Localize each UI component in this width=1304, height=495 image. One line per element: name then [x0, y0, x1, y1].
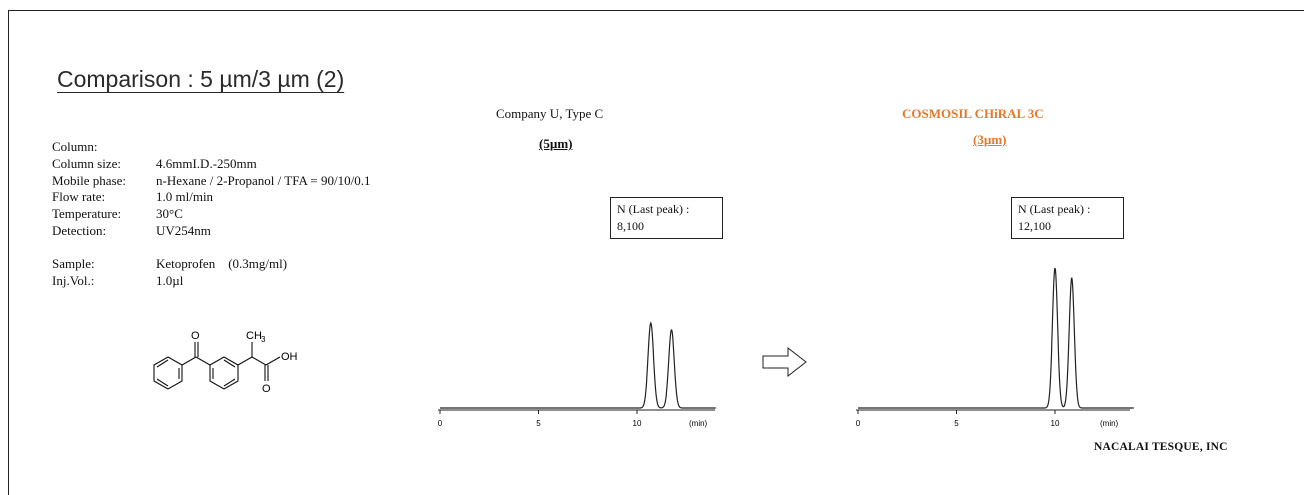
- condition-value: UV254nm: [156, 222, 211, 238]
- company-footer: NACALAI TESQUE, INC: [1094, 441, 1228, 453]
- condition-row-inj-vol: Inj.Vol.: 1.0µl: [52, 273, 370, 290]
- condition-label: Detection:: [52, 222, 107, 238]
- condition-label: Inj.Vol.:: [52, 272, 95, 288]
- x-axis-unit: (min): [689, 419, 708, 428]
- condition-row-flow-rate: Flow rate: 1.0 ml/min: [52, 189, 370, 206]
- left-chromatogram: 0 5 10 (min): [438, 321, 716, 428]
- condition-value: 1.0µl: [156, 272, 184, 288]
- atom-label: OH: [281, 351, 298, 363]
- chromatogram-trace: [440, 321, 716, 409]
- atom-label: 3: [261, 335, 266, 344]
- x-tick-label: 5: [954, 419, 959, 428]
- condition-row-sample: Sample: Ketoprofen (0.3mg/ml): [52, 256, 370, 273]
- x-tick-label: 10: [1051, 419, 1060, 428]
- condition-label: Mobile phase:: [52, 172, 127, 188]
- condition-label: Flow rate:: [52, 189, 106, 205]
- x-axis-unit: (min): [1100, 419, 1119, 428]
- condition-row-detection: Detection: UV254nm: [52, 223, 370, 240]
- condition-row-temperature: Temperature: 30°C: [52, 206, 370, 223]
- condition-label: Sample:: [52, 255, 95, 271]
- right-plate-number-box: N (Last peak) : 12,100: [1011, 197, 1124, 239]
- left-plate-number-box: N (Last peak) : 8,100: [610, 197, 723, 239]
- atom-label: CH: [246, 330, 262, 342]
- x-tick-label: 5: [536, 419, 541, 428]
- ketoprofen-structure: O CH 3 OH O: [153, 330, 298, 395]
- condition-value: 30°C: [156, 206, 183, 222]
- right-particle-size: (3µm): [973, 132, 1007, 147]
- page-title: Comparison : 5 µm/3 µm (2): [57, 66, 345, 92]
- condition-row-mobile-phase: Mobile phase: n-Hexane / 2-Propanol / TF…: [52, 173, 370, 190]
- condition-spacer: [52, 240, 370, 256]
- atom-label: O: [262, 383, 271, 395]
- benzene-ring-left: [153, 356, 183, 390]
- condition-value: n-Hexane / 2-Propanol / TFA = 90/10/0.1: [156, 172, 371, 188]
- right-chromatogram: 0 5 10 (min): [856, 267, 1134, 428]
- left-particle-size: (5µm): [539, 136, 573, 151]
- conditions-block: Column: Column size: 4.6mmI.D.-250mm Mob…: [52, 139, 370, 289]
- right-arrow-icon: [762, 347, 807, 377]
- plate-number-value: 12,100: [1018, 219, 1051, 233]
- benzene-ring-right: [209, 356, 239, 390]
- condition-label: Column size:: [52, 155, 121, 171]
- x-tick-label: 0: [856, 419, 861, 428]
- condition-label: Column:: [52, 139, 98, 154]
- left-column-name: Company U, Type C: [496, 106, 604, 121]
- slide-frame: [8, 10, 1304, 495]
- condition-row-column: Column:: [52, 139, 370, 156]
- chromatogram-trace: [858, 267, 1134, 409]
- condition-value: 4.6mmI.D.-250mm: [156, 155, 257, 171]
- plate-number-title: N (Last peak) :: [617, 202, 690, 216]
- x-tick-label: 10: [633, 419, 642, 428]
- plate-number-value: 8,100: [617, 219, 644, 233]
- right-column-name: COSMOSIL CHiRAL 3C: [902, 106, 1044, 121]
- condition-row-column-size: Column size: 4.6mmI.D.-250mm: [52, 156, 370, 173]
- condition-value: Ketoprofen (0.3mg/ml): [156, 255, 288, 271]
- condition-label: Temperature:: [52, 206, 122, 222]
- condition-value: 1.0 ml/min: [156, 189, 214, 205]
- x-tick-label: 0: [438, 419, 443, 428]
- atom-label: O: [191, 330, 200, 342]
- plate-number-title: N (Last peak) :: [1018, 202, 1091, 216]
